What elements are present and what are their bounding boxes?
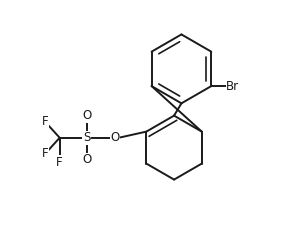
Text: S: S [83, 131, 91, 144]
Text: F: F [41, 147, 48, 160]
Text: O: O [82, 109, 91, 122]
Text: O: O [82, 154, 91, 166]
Text: Br: Br [226, 80, 240, 92]
Text: F: F [56, 156, 63, 169]
Text: F: F [41, 115, 48, 128]
Text: O: O [110, 131, 120, 144]
